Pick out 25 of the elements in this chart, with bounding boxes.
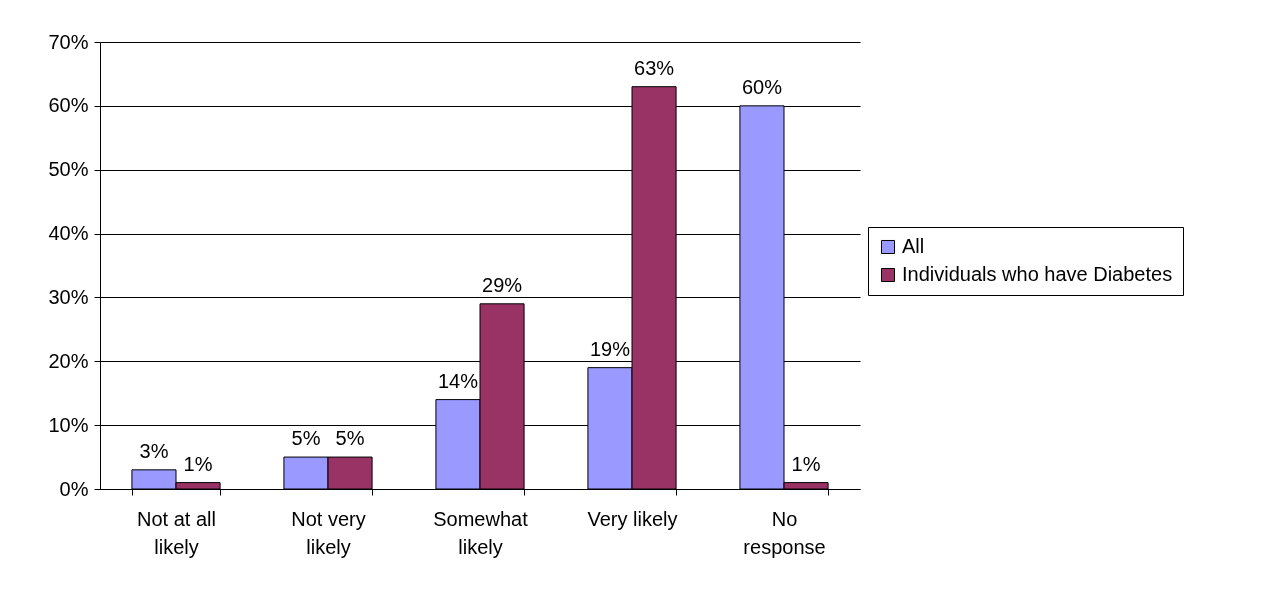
x-tick-label: No response [743, 507, 826, 558]
y-tick-label: 0% [59, 477, 89, 500]
legend-label: Individuals who have Diabetes [902, 263, 1173, 285]
x-tick-label: Somewhat likely [433, 507, 529, 558]
legend-label: All [902, 235, 925, 257]
data-label: 3% [139, 439, 169, 462]
x-tick-label: Very likely [587, 507, 678, 530]
x-tick-label: Not very likely [291, 507, 366, 558]
y-tick-label: 50% [48, 158, 89, 181]
data-label: 19% [589, 337, 631, 360]
y-tick-label: 70% [48, 30, 89, 53]
data-label: 5% [291, 427, 321, 450]
data-label: 5% [335, 427, 365, 450]
data-label: 1% [791, 452, 821, 475]
data-label: 1% [183, 452, 213, 475]
data-label: 14% [437, 369, 479, 392]
x-tick-label: Not at all likely [137, 507, 216, 558]
y-tick-label: 40% [48, 222, 89, 245]
data-label: 29% [482, 273, 523, 296]
y-tick-label: 60% [48, 94, 89, 117]
data-label: 60% [741, 75, 783, 98]
data-label: 63% [634, 56, 675, 79]
y-tick-label: 10% [48, 413, 89, 436]
y-tick-label: 20% [48, 349, 89, 372]
y-tick-label: 30% [48, 285, 89, 308]
